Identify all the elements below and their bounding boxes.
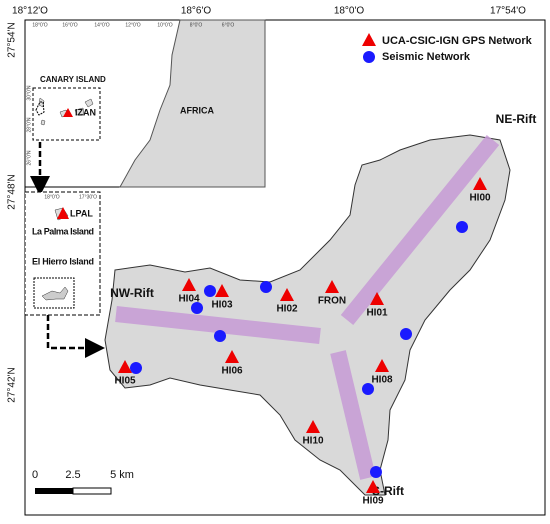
- el-hierro-island: [104, 134, 511, 496]
- scale-label: 0: [32, 469, 38, 481]
- axis-label: 27°42'N: [7, 367, 18, 402]
- legend-label: Seismic Network: [382, 51, 471, 63]
- station-label: HI08: [371, 375, 393, 386]
- station-label: HI04: [178, 294, 200, 305]
- gps-station: [366, 480, 380, 493]
- lpal-symbol: [57, 207, 69, 219]
- gps-station: [375, 359, 389, 372]
- axis-label: 17°54'O: [490, 6, 526, 17]
- rift-band: [330, 350, 376, 480]
- axis-label: 18°0'O: [334, 6, 365, 17]
- el-hierro-box: [33, 277, 75, 309]
- axis-label: 18°6'O: [181, 6, 212, 17]
- seismic-station: [204, 285, 216, 297]
- axis-label: 18°12'O: [12, 6, 48, 17]
- el-hierro-shape: [41, 286, 69, 301]
- inset-tick: 26°0'N: [26, 150, 32, 165]
- gps-station: [370, 292, 384, 305]
- inset-tick: 6°0'O: [222, 22, 235, 28]
- arrow: [46, 315, 105, 358]
- rift-zones: [115, 134, 500, 480]
- inset-label: CANARY ISLAND: [40, 75, 106, 84]
- inset-tick: 30°0'N: [26, 85, 32, 100]
- inset-tick: 10°0'O: [157, 22, 172, 28]
- legend-gps-symbol: [362, 33, 376, 46]
- gps-station: [182, 278, 196, 291]
- gps-station: [325, 280, 339, 293]
- seismic-station: [260, 281, 272, 293]
- seismic-station: [362, 383, 374, 395]
- scale-bar: [35, 488, 73, 494]
- inset-label: El Hierro Island: [32, 256, 94, 266]
- seismic-station: [456, 221, 468, 233]
- station-label: HI10: [302, 436, 324, 447]
- rift-band: [340, 134, 500, 326]
- gps-station: [215, 284, 229, 297]
- seismic-station: [214, 330, 226, 342]
- legend-seismic-symbol: [363, 51, 375, 63]
- gps-station: [118, 360, 132, 373]
- station-label: HI02: [276, 304, 298, 315]
- scale-label: 5 km: [110, 469, 134, 481]
- scale-bar: [72, 487, 112, 495]
- inset-tick: 12°0'O: [125, 22, 140, 28]
- station-label: HI06: [221, 366, 243, 377]
- station-label: HI09: [362, 496, 384, 507]
- axis-label: 27°48'N: [7, 174, 18, 209]
- station-label: HI01: [366, 308, 388, 319]
- station-label: HI03: [211, 300, 233, 311]
- gps-station: [306, 420, 320, 433]
- inset-tick: 18°0'O: [32, 22, 47, 28]
- seismic-station: [370, 466, 382, 478]
- gps-station: [225, 350, 239, 363]
- inset-label: La Palma Island: [32, 226, 94, 236]
- inset-tick: 8°0'O: [190, 22, 203, 28]
- inset-label: IZAN: [75, 107, 96, 117]
- seismic-station: [191, 302, 203, 314]
- legend-label: UCA-CSIC-IGN GPS Network: [382, 35, 533, 47]
- selection-box: [35, 101, 45, 116]
- inset-label: AFRICA: [180, 105, 214, 115]
- seismic-station: [400, 328, 412, 340]
- inset-tick: 14°0'O: [94, 22, 109, 28]
- seismic-station: [130, 362, 142, 374]
- inset-tick: 28°0'N: [26, 117, 32, 132]
- izan-symbol: [63, 108, 73, 117]
- rift-label: NW-Rift: [110, 286, 154, 300]
- inset-label: LPAL: [70, 208, 93, 218]
- station-label: FRON: [318, 296, 346, 307]
- inset-tick: 16°0'O: [62, 22, 77, 28]
- inset-tick: 18°0'O: [44, 194, 59, 200]
- gps-station: [473, 177, 487, 190]
- station-label: HI00: [469, 193, 491, 204]
- axis-label: 27°54'N: [7, 22, 18, 57]
- rift-band: [115, 306, 321, 344]
- rift-label: NE-Rift: [496, 112, 537, 126]
- africa-land: [119, 19, 266, 188]
- canary-box: [32, 87, 101, 141]
- gps-station: [280, 288, 294, 301]
- rift-label: S-Rift: [372, 484, 404, 498]
- inset-tick: 17°30'O: [79, 194, 97, 200]
- station-label: HI05: [114, 376, 136, 387]
- scale-label: 2.5: [65, 469, 80, 481]
